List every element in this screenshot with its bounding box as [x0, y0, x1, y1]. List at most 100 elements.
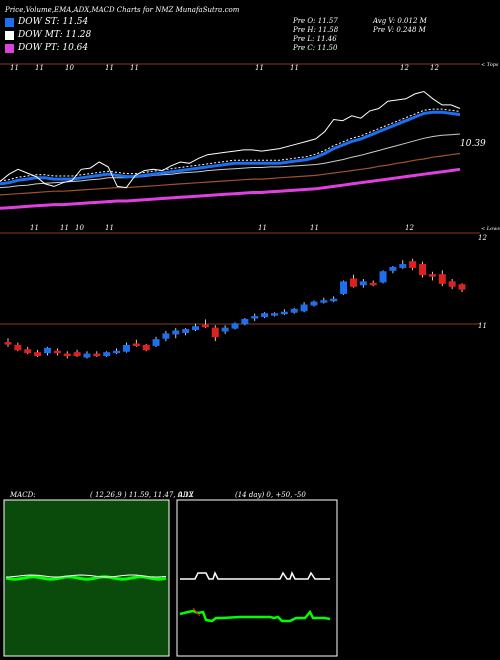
candle-body [152, 339, 160, 346]
candle-body [103, 352, 111, 357]
macd-line [5, 575, 167, 581]
legend-dow-st: DOW ST: 11.54 [5, 17, 88, 28]
macd-label: MACD: [10, 491, 36, 499]
candle-body [4, 342, 12, 345]
candle-body [172, 330, 180, 335]
candle-body [83, 353, 91, 358]
candle-body [73, 352, 81, 357]
candle-body [349, 278, 357, 287]
candle-body [122, 344, 130, 352]
candle-body [270, 313, 278, 316]
adx-params: (14 day) 0, +50, -50 [235, 491, 306, 499]
top-tick-label: 11 [290, 64, 299, 72]
corner-tops: < Tops [481, 62, 499, 68]
top-tick-label: 10 [65, 64, 74, 72]
candle-body [280, 311, 288, 315]
candle-body [340, 281, 348, 294]
candle-body [24, 349, 32, 354]
ema-mid-line [0, 133, 461, 189]
candle-body [182, 329, 190, 333]
candle-body [359, 281, 367, 286]
candle-body [14, 344, 22, 351]
adx-minus-di-mark [192, 607, 201, 617]
candle-body [290, 308, 298, 313]
candle-body [399, 264, 407, 268]
bottom-tick-label: 10 [75, 224, 84, 232]
candle-body [330, 298, 338, 302]
candle-body [63, 353, 71, 357]
chart-title: Price,Volume,EMA,ADX,MACD Charts for NMZ… [5, 6, 240, 14]
candle-body [201, 324, 209, 328]
legend-swatch-mt [5, 31, 14, 40]
pre-volume: Pre V: 0.248 M [373, 26, 426, 34]
ohlc-high: Pre H: 11.58 [293, 26, 339, 34]
ohlc-low: Pre L: 11.46 [293, 35, 337, 43]
candle-body [43, 347, 51, 354]
ema-pink-line [0, 167, 461, 210]
candle-body [211, 327, 219, 338]
candle-body [113, 350, 121, 354]
top-tick-label: 11 [105, 64, 114, 72]
candle-body [241, 318, 249, 325]
top-tick-label: 11 [130, 64, 139, 72]
avg-volume: Avg V: 0.012 M [373, 17, 427, 25]
candle-body [251, 316, 259, 319]
macd-signal-line [5, 574, 167, 578]
legend-swatch-pt [5, 44, 14, 53]
bottom-tick-label: 11 [258, 224, 267, 232]
candle-body [261, 313, 269, 318]
candle-ytick-12: 12 [478, 234, 487, 242]
bottom-tick-label: 11 [60, 224, 69, 232]
candle-body [34, 352, 42, 357]
candle-body [221, 327, 229, 332]
top-tick-label: 11 [10, 64, 19, 72]
candle-body [389, 266, 397, 271]
candle-body [419, 264, 427, 276]
candle-body [142, 344, 150, 351]
candle-body [369, 282, 377, 286]
candle-body [53, 350, 61, 354]
adx-panel [176, 499, 338, 657]
legend-label-mt: DOW MT: 11.28 [18, 30, 92, 40]
top-tick-label: 12 [430, 64, 439, 72]
candle-body [310, 301, 318, 306]
macd-params: ( 12,26,9 ) 11.59, 11.47, 0.12 [90, 491, 194, 499]
adx-line [179, 609, 331, 623]
candle-ytick-11: 11 [478, 322, 487, 330]
bottom-tick-label: 11 [30, 224, 39, 232]
candle-body [458, 284, 466, 290]
corner-lows: < Lows [481, 226, 500, 232]
top-tick-label: 11 [35, 64, 44, 72]
candle-body [409, 261, 417, 268]
candle-body [448, 281, 456, 287]
adx-label: ADX [178, 491, 194, 499]
bottom-tick-label: 11 [105, 224, 114, 232]
ema-brown-line [0, 152, 461, 196]
right-price-label: 10.39 [460, 139, 486, 149]
candle-body [300, 304, 308, 312]
candle-body [162, 333, 170, 339]
legend-label-pt: DOW PT: 10.64 [18, 43, 89, 53]
candle-body [320, 300, 328, 303]
legend-label-st: DOW ST: 11.54 [18, 17, 89, 27]
legend-dow-mt: DOW MT: 11.28 [5, 30, 91, 41]
candle-body [192, 326, 200, 331]
adx-di-line [180, 571, 330, 580]
candle-body [428, 274, 436, 277]
candle-body [231, 323, 239, 329]
ohlc-open: Pre O: 11.57 [293, 17, 338, 25]
candle-body [132, 343, 140, 346]
bottom-tick-label: 11 [310, 224, 319, 232]
candle-body [379, 271, 387, 283]
ema-dotted-line [0, 108, 461, 182]
candle-body [93, 353, 101, 357]
legend-dow-pt: DOW PT: 10.64 [5, 43, 88, 54]
ema-fast-line [0, 110, 461, 186]
top-tick-label: 12 [400, 64, 409, 72]
top-tick-label: 11 [255, 64, 264, 72]
legend-swatch-st [5, 18, 14, 27]
ohlc-close: Pre C: 11.50 [293, 44, 338, 52]
candle-body [438, 274, 446, 284]
bottom-tick-label: 12 [405, 224, 414, 232]
